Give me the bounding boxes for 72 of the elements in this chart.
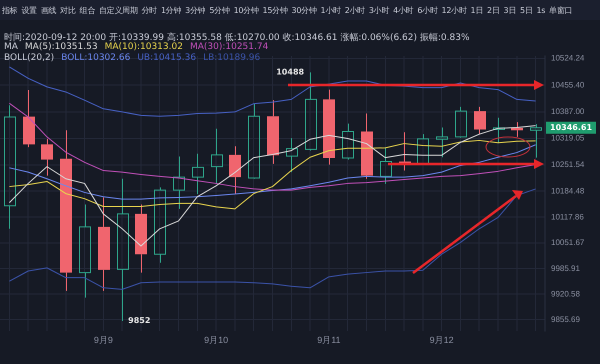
candlestick bbox=[23, 90, 35, 148]
annotation: 10488 bbox=[276, 67, 305, 76]
candlestick bbox=[436, 127, 448, 158]
text: 4小时 bbox=[393, 4, 414, 16]
candlestick bbox=[342, 123, 354, 160]
text: 1s bbox=[536, 6, 546, 14]
text: MA(5):10351.53 bbox=[24, 42, 98, 52]
text: 指标 bbox=[2, 4, 18, 16]
text: 组合 bbox=[80, 4, 96, 16]
candlestick bbox=[248, 103, 260, 180]
text: 3小时 bbox=[368, 4, 390, 16]
text: 3分钟 bbox=[185, 4, 206, 16]
text: 30分钟 bbox=[292, 4, 317, 16]
candlestick bbox=[511, 122, 523, 138]
y-tick-label: 9920.58 bbox=[551, 289, 580, 298]
text: 画线 bbox=[40, 4, 56, 16]
candlestick bbox=[286, 138, 298, 173]
x-tick-label: 9月9 bbox=[94, 335, 113, 346]
text: 10分钟 bbox=[234, 4, 259, 16]
y-tick-label: 10387.00 bbox=[551, 107, 585, 116]
y-tick-label: 9855.69 bbox=[551, 314, 580, 324]
candlestick bbox=[267, 100, 279, 164]
text: 设置 bbox=[21, 4, 37, 16]
candlestick bbox=[135, 204, 147, 274]
y-tick-label: 10455.40 bbox=[551, 80, 585, 90]
text: 2小时 bbox=[344, 4, 365, 16]
annotation: BOLL(20,2) bbox=[4, 53, 54, 63]
text: 单窗口 bbox=[549, 4, 572, 16]
text: LB:10189.96 bbox=[203, 53, 260, 63]
text: BOLL:10302.66 bbox=[61, 53, 130, 63]
candlestick bbox=[192, 153, 204, 194]
text: 3日 bbox=[504, 4, 516, 16]
text: 2日 bbox=[487, 4, 500, 16]
text: 1小时 bbox=[320, 4, 341, 16]
text: 1日 bbox=[470, 4, 484, 16]
x-tick-label: 9月11 bbox=[317, 335, 341, 346]
text: 5日 bbox=[520, 4, 533, 16]
annotation: 9852 bbox=[128, 316, 150, 326]
candlestick bbox=[211, 128, 223, 184]
text: 6小时 bbox=[417, 4, 438, 16]
text: 自定义周期 bbox=[99, 4, 138, 16]
text: MA(10):10313.02 bbox=[104, 42, 183, 52]
candlestick bbox=[380, 147, 392, 184]
text: 12小时 bbox=[442, 4, 467, 16]
y-tick-label: 10117.86 bbox=[551, 212, 584, 222]
y-tick-label: 10524.24 bbox=[551, 53, 585, 62]
candlestick bbox=[323, 89, 335, 166]
y-tick-label: 9985.91 bbox=[551, 264, 580, 273]
candlestick bbox=[41, 138, 53, 176]
candlestick bbox=[173, 156, 185, 210]
text: 5分钟 bbox=[209, 4, 230, 16]
candlestick bbox=[229, 146, 241, 194]
y-tick-label: 10319.05 bbox=[551, 134, 585, 143]
text: 10346.61 bbox=[550, 122, 592, 132]
x-tick-label: 9月12 bbox=[430, 335, 454, 346]
text: 1分钟 bbox=[160, 4, 182, 16]
text: 对比 bbox=[60, 4, 76, 16]
candlestick bbox=[361, 112, 373, 180]
text: 分时 bbox=[142, 4, 157, 16]
text: 时间:2020-09-12 20:00 开:10339.99 高:10355.58 低:10270.00 收:10346.61 涨幅:0.06%(6.62) 振幅:0.83% bbox=[4, 32, 470, 43]
y-tick-label: 10051.67 bbox=[551, 238, 585, 248]
text: 15分钟 bbox=[262, 4, 288, 16]
candlestick bbox=[154, 186, 166, 264]
text: MA(30):10251.74 bbox=[190, 42, 268, 52]
x-tick-label: 9月10 bbox=[204, 335, 228, 346]
text: MA bbox=[4, 42, 18, 52]
candlestick bbox=[493, 117, 505, 144]
candlestick bbox=[530, 124, 542, 158]
y-tick-label: 10184.48 bbox=[551, 186, 585, 196]
candlestick bbox=[305, 72, 317, 152]
text: UB:10415.36 bbox=[137, 53, 196, 63]
y-tick-label: 10251.54 bbox=[551, 160, 585, 170]
